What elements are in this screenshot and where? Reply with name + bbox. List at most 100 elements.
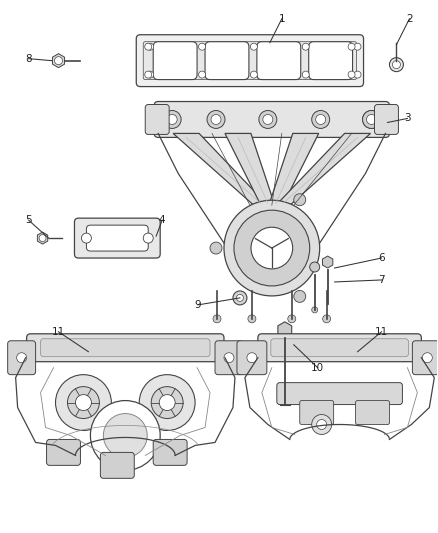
Text: 9: 9 <box>195 300 201 310</box>
Circle shape <box>224 353 234 362</box>
Polygon shape <box>322 256 333 268</box>
Circle shape <box>294 193 306 206</box>
Circle shape <box>147 43 154 50</box>
Circle shape <box>251 43 258 50</box>
Circle shape <box>151 386 183 418</box>
Circle shape <box>348 71 355 78</box>
Text: 10: 10 <box>311 362 324 373</box>
Circle shape <box>288 315 296 323</box>
Circle shape <box>316 115 326 124</box>
FancyBboxPatch shape <box>143 42 357 79</box>
Circle shape <box>39 235 46 241</box>
Circle shape <box>363 110 381 128</box>
Circle shape <box>143 233 153 243</box>
Circle shape <box>17 353 27 362</box>
Polygon shape <box>225 133 275 205</box>
FancyBboxPatch shape <box>215 341 243 375</box>
Circle shape <box>392 61 400 69</box>
FancyBboxPatch shape <box>374 104 399 134</box>
Circle shape <box>198 43 205 50</box>
Circle shape <box>354 43 361 50</box>
FancyBboxPatch shape <box>8 341 35 375</box>
Circle shape <box>224 200 320 296</box>
Circle shape <box>247 353 257 362</box>
Circle shape <box>302 71 309 78</box>
Circle shape <box>81 233 92 243</box>
Text: 11: 11 <box>52 327 65 337</box>
Circle shape <box>139 375 195 431</box>
Circle shape <box>103 414 147 457</box>
Polygon shape <box>37 232 48 244</box>
FancyBboxPatch shape <box>257 42 301 79</box>
Text: 5: 5 <box>25 215 32 225</box>
Circle shape <box>233 291 247 305</box>
FancyBboxPatch shape <box>46 439 81 465</box>
Circle shape <box>147 71 154 78</box>
FancyBboxPatch shape <box>258 334 421 362</box>
Circle shape <box>312 415 332 434</box>
Text: 8: 8 <box>25 54 32 63</box>
Circle shape <box>67 386 99 418</box>
FancyBboxPatch shape <box>154 101 389 138</box>
Circle shape <box>75 394 92 410</box>
Circle shape <box>90 401 160 470</box>
FancyBboxPatch shape <box>74 218 160 258</box>
Circle shape <box>363 110 381 128</box>
Circle shape <box>259 110 277 128</box>
Polygon shape <box>278 322 292 338</box>
Circle shape <box>422 353 432 362</box>
Circle shape <box>145 71 152 78</box>
Circle shape <box>56 375 111 431</box>
Circle shape <box>234 210 310 286</box>
Circle shape <box>312 110 330 128</box>
Circle shape <box>237 294 244 301</box>
Circle shape <box>248 315 256 323</box>
Circle shape <box>312 307 318 313</box>
FancyBboxPatch shape <box>356 401 389 424</box>
Circle shape <box>163 110 181 128</box>
FancyBboxPatch shape <box>300 401 334 424</box>
Polygon shape <box>276 133 371 205</box>
Circle shape <box>310 262 320 272</box>
Circle shape <box>302 43 309 50</box>
Circle shape <box>367 115 377 124</box>
FancyBboxPatch shape <box>205 42 249 79</box>
Circle shape <box>251 71 258 78</box>
FancyBboxPatch shape <box>237 341 267 375</box>
Text: 11: 11 <box>375 327 388 337</box>
Circle shape <box>317 419 327 430</box>
Circle shape <box>294 290 306 302</box>
Polygon shape <box>269 133 319 205</box>
Circle shape <box>251 227 293 269</box>
Polygon shape <box>173 133 268 205</box>
Circle shape <box>367 115 377 124</box>
Circle shape <box>167 115 177 124</box>
Circle shape <box>211 115 221 124</box>
FancyBboxPatch shape <box>309 42 353 79</box>
Text: 6: 6 <box>378 253 385 263</box>
Circle shape <box>210 242 222 254</box>
FancyBboxPatch shape <box>153 42 197 79</box>
Polygon shape <box>53 54 64 68</box>
Circle shape <box>145 43 152 50</box>
Circle shape <box>263 115 273 124</box>
Circle shape <box>159 394 175 410</box>
FancyBboxPatch shape <box>27 334 224 362</box>
Circle shape <box>354 71 361 78</box>
Text: 1: 1 <box>279 14 285 24</box>
Circle shape <box>348 43 355 50</box>
Circle shape <box>207 110 225 128</box>
Circle shape <box>54 56 63 64</box>
FancyBboxPatch shape <box>271 339 408 357</box>
Text: 7: 7 <box>378 275 385 285</box>
FancyBboxPatch shape <box>86 225 148 251</box>
FancyBboxPatch shape <box>145 104 169 134</box>
FancyBboxPatch shape <box>153 439 187 465</box>
FancyBboxPatch shape <box>100 453 134 478</box>
Text: 3: 3 <box>404 114 411 124</box>
Circle shape <box>323 315 331 323</box>
Text: 2: 2 <box>406 14 413 24</box>
Text: 4: 4 <box>159 215 166 225</box>
Circle shape <box>389 58 403 71</box>
FancyBboxPatch shape <box>413 341 438 375</box>
